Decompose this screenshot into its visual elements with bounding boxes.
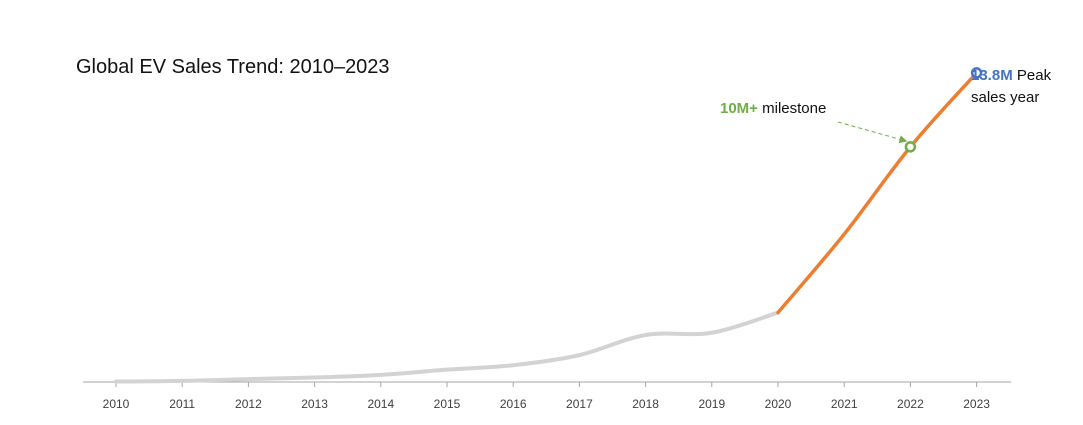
series-lines: [114, 71, 979, 384]
x-axis: 2010 2011 2012 2013 2014 2015 2016 2017 2018 2019…: [83, 381, 1011, 411]
series-line-2010-2020: [114, 310, 780, 384]
peak-label-line2: sales year: [971, 89, 1039, 106]
x-tick-label: 2014: [367, 397, 394, 411]
x-tick-label: 2013: [301, 397, 328, 411]
x-tick-label: 2017: [566, 397, 593, 411]
milestone-label: 10M+ milestone: [720, 100, 826, 117]
peak-label-line1: 13.8M Peak: [971, 67, 1052, 84]
peak-text: Peak: [1017, 67, 1052, 84]
peak-value: 13.8M: [971, 67, 1013, 84]
x-tick-label: 2021: [831, 397, 858, 411]
x-tick-label: 2018: [632, 397, 659, 411]
peak-marker: [970, 67, 983, 79]
x-tick-label: 2019: [698, 397, 725, 411]
x-tick-label: 2022: [897, 397, 924, 411]
x-tick-label: 2023: [963, 397, 990, 411]
chart-title: Global EV Sales Trend: 2010–2023: [76, 56, 390, 78]
x-tick-label: 2011: [169, 397, 195, 411]
x-tick-label: 2010: [103, 397, 130, 411]
milestone-marker: [904, 141, 917, 153]
x-tick-label: 2016: [500, 397, 527, 411]
x-tick-label: 2012: [235, 397, 262, 411]
highlight-markers: [904, 67, 983, 153]
milestone-arrow: [837, 121, 908, 144]
milestone-text-word: milestone: [762, 100, 826, 117]
milestone-value: 10M+: [720, 100, 758, 117]
series-line-2020-2023: [776, 71, 979, 315]
x-tick-label: 2015: [434, 397, 461, 411]
x-tick-label: 2020: [765, 397, 792, 411]
